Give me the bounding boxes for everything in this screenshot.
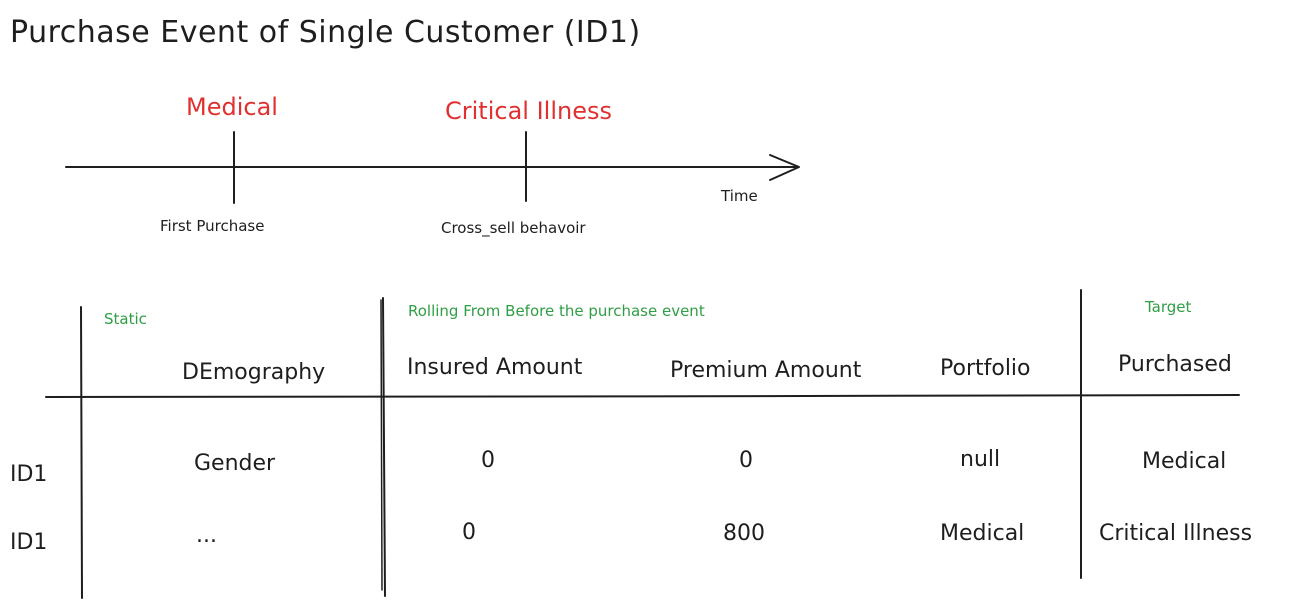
column-header-portfolio: Portfolio bbox=[940, 356, 1031, 381]
timeline-axis-label: Time bbox=[721, 187, 758, 205]
row-1-purchased: Medical bbox=[1142, 449, 1227, 474]
separator-left bbox=[80, 306, 83, 599]
section-rolling-label: Rolling From Before the purchase event bbox=[408, 302, 705, 320]
row-2-purchased: Critical Illness bbox=[1099, 521, 1253, 546]
row-1-insured-amount: 0 bbox=[481, 448, 495, 473]
row-1-portfolio: null bbox=[960, 447, 1001, 472]
row-1-premium-amount: 0 bbox=[739, 448, 753, 473]
page-title: Purchase Event of Single Customer (ID1) bbox=[10, 15, 641, 50]
row-1-id: ID1 bbox=[10, 462, 48, 487]
row-2-portfolio: Medical bbox=[940, 521, 1025, 546]
timeline-arrowhead bbox=[769, 154, 800, 181]
separator-middle-double bbox=[380, 299, 383, 591]
separator-middle bbox=[382, 297, 386, 597]
table-header-rule bbox=[45, 394, 1240, 398]
column-header-insured-amount: Insured Amount bbox=[407, 355, 583, 380]
event-label-medical: Medical bbox=[186, 93, 278, 121]
section-static-label: Static bbox=[104, 310, 147, 328]
row-2-id: ID1 bbox=[10, 530, 48, 555]
section-target-label: Target bbox=[1145, 298, 1192, 316]
column-header-demography: DEmography bbox=[182, 360, 326, 385]
row-1-demography: Gender bbox=[194, 451, 276, 476]
event-label-critical-illness: Critical Illness bbox=[445, 97, 612, 125]
row-2-insured-amount: 0 bbox=[462, 520, 476, 545]
column-header-purchased: Purchased bbox=[1118, 352, 1232, 377]
event-caption-first-purchase: First Purchase bbox=[160, 217, 265, 235]
row-2-premium-amount: 800 bbox=[723, 521, 765, 546]
timeline-axis bbox=[65, 165, 799, 169]
column-header-premium-amount: Premium Amount bbox=[670, 358, 862, 383]
row-2-demography: ... bbox=[196, 523, 217, 548]
event-caption-cross-sell: Cross_sell behavoir bbox=[441, 219, 586, 237]
